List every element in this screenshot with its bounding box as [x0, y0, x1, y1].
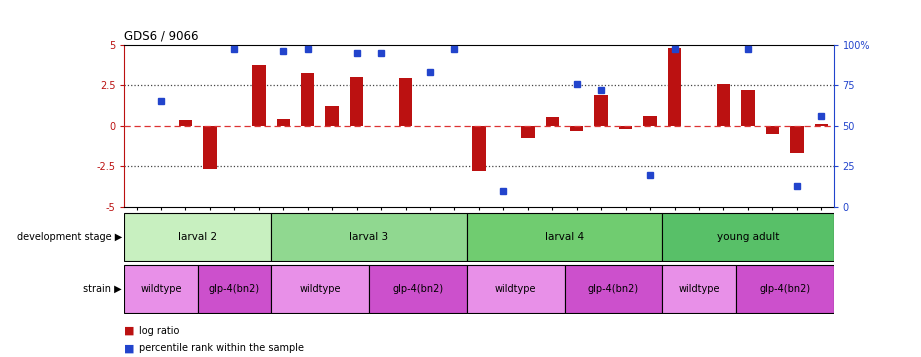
- Bar: [271, 213, 467, 261]
- Text: glp-4(bn2): glp-4(bn2): [392, 284, 443, 294]
- Bar: [619, 126, 633, 129]
- Text: wildtype: wildtype: [495, 284, 536, 294]
- Text: percentile rank within the sample: percentile rank within the sample: [139, 343, 304, 353]
- Text: strain ▶: strain ▶: [83, 284, 122, 294]
- Bar: [271, 265, 369, 313]
- Bar: [594, 95, 608, 126]
- Bar: [741, 90, 754, 126]
- Bar: [545, 117, 559, 126]
- Text: glp-4(bn2): glp-4(bn2): [588, 284, 639, 294]
- Bar: [814, 124, 828, 126]
- Bar: [467, 265, 565, 313]
- Bar: [198, 265, 271, 313]
- Bar: [369, 265, 467, 313]
- Text: glp-4(bn2): glp-4(bn2): [759, 284, 810, 294]
- Bar: [644, 116, 657, 126]
- Bar: [252, 65, 265, 126]
- Bar: [662, 265, 736, 313]
- Text: GDS6 / 9066: GDS6 / 9066: [124, 29, 199, 42]
- Bar: [668, 48, 682, 126]
- Text: larval 2: larval 2: [178, 232, 217, 242]
- Text: glp-4(bn2): glp-4(bn2): [209, 284, 260, 294]
- Text: wildtype: wildtype: [678, 284, 719, 294]
- Bar: [472, 126, 485, 171]
- Bar: [521, 126, 534, 138]
- Bar: [717, 84, 730, 126]
- Text: ■: ■: [124, 326, 134, 336]
- Bar: [662, 213, 834, 261]
- Bar: [399, 78, 413, 126]
- Bar: [736, 265, 834, 313]
- Text: development stage ▶: development stage ▶: [17, 232, 122, 242]
- Text: larval 3: larval 3: [349, 232, 389, 242]
- Text: log ratio: log ratio: [139, 326, 180, 336]
- Bar: [790, 126, 803, 153]
- Text: young adult: young adult: [717, 232, 779, 242]
- Bar: [350, 77, 364, 126]
- Bar: [179, 120, 192, 126]
- Bar: [467, 213, 662, 261]
- Bar: [325, 106, 339, 126]
- Bar: [124, 265, 198, 313]
- Bar: [765, 126, 779, 134]
- Bar: [570, 126, 584, 131]
- Bar: [276, 119, 290, 126]
- Bar: [204, 126, 216, 169]
- Text: wildtype: wildtype: [140, 284, 181, 294]
- Text: larval 4: larval 4: [545, 232, 584, 242]
- Bar: [565, 265, 662, 313]
- Text: wildtype: wildtype: [299, 284, 341, 294]
- Bar: [301, 73, 314, 126]
- Bar: [124, 213, 271, 261]
- Text: ■: ■: [124, 343, 134, 353]
